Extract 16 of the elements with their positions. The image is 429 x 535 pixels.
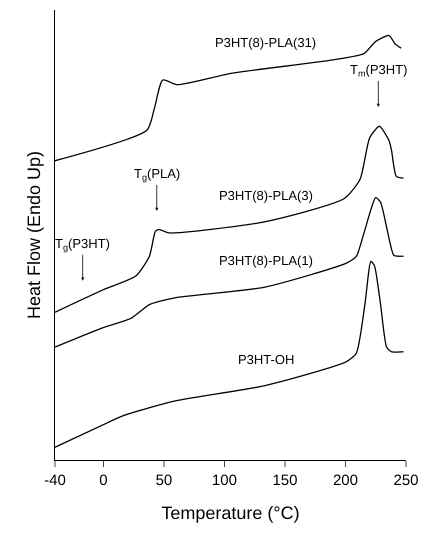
x-tick-label: 200 <box>332 472 358 489</box>
x-tick-label: 50 <box>156 472 172 489</box>
annotation: T$_{m}$(P3HT) <box>350 62 408 79</box>
annotation: T$_{g}$(P3HT) <box>55 236 110 253</box>
x-axis-title: Temperature (°C) <box>161 503 300 524</box>
x-tick-label: -40 <box>44 472 66 489</box>
x-tick-label: 100 <box>212 472 237 489</box>
series-label: P3HT-OH <box>238 352 294 367</box>
y-axis-title: Heat Flow (Endo Up) <box>24 150 44 320</box>
x-tick-label: 250 <box>393 472 419 489</box>
series-label: P3HT(8)-PLA(1) <box>219 253 313 268</box>
series-label: P3HT(8)-PLA(3) <box>219 188 313 203</box>
series-label: P3HT(8)-PLA(31) <box>215 35 316 50</box>
x-tick-label: 150 <box>272 472 298 489</box>
annotation: T$_{g}$(PLA) <box>134 166 180 183</box>
x-tick-label: 0 <box>99 472 108 489</box>
